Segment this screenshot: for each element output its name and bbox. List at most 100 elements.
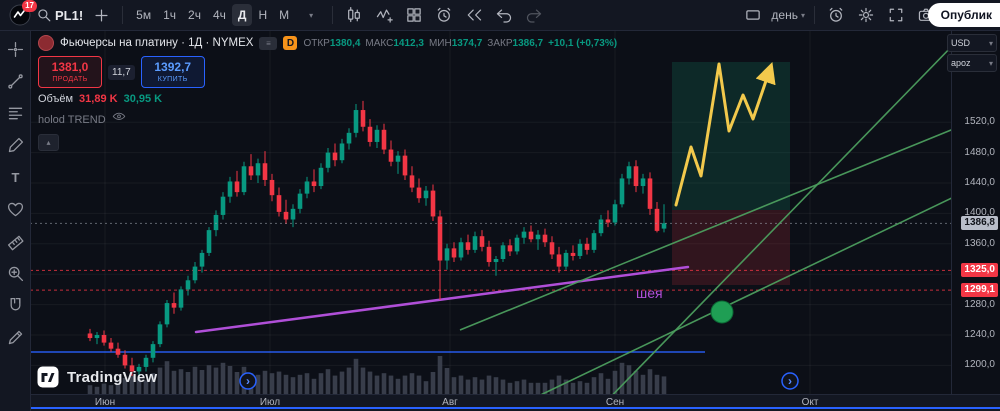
search-icon	[36, 7, 52, 23]
timeframe-Д[interactable]: Д	[231, 4, 253, 26]
time-label-Июн: Июн	[94, 397, 116, 408]
chevron-down-icon[interactable]: ▾	[309, 10, 314, 20]
candle	[150, 341, 156, 363]
candle	[129, 357, 135, 377]
candle	[402, 149, 408, 180]
publish-button[interactable]: Опублик	[927, 3, 1000, 27]
timeframe-2ч[interactable]: 2ч	[188, 8, 201, 22]
alert-clock-icon[interactable]	[430, 3, 458, 27]
measure-tool[interactable]	[3, 229, 27, 253]
top-toolbar: 17 PL1! 5м 1ч 2ч 4ч Д Н М ▾ день ▾ Опублик	[0, 0, 1000, 31]
candle	[381, 123, 387, 155]
price-chart[interactable]: шея › ›	[30, 30, 952, 395]
indicator-name[interactable]: holod TREND	[38, 113, 106, 126]
time-label-Авг: Авг	[442, 397, 458, 408]
svg-text:›: ›	[788, 374, 792, 388]
jump-marker[interactable]: ›	[781, 372, 799, 390]
indicators-icon[interactable]	[370, 3, 398, 27]
alarm-clock-icon[interactable]	[822, 3, 850, 27]
compare-add-button[interactable]	[87, 3, 115, 27]
volume-bars	[87, 356, 667, 394]
neckline-label: шея	[636, 285, 663, 301]
instrument-title[interactable]: Фьючерсы на платину · 1Д · NYMEX	[60, 37, 254, 49]
grid-layout-icon[interactable]	[400, 3, 428, 27]
candle	[584, 237, 590, 255]
green-trendline[interactable]	[596, 42, 952, 395]
sell-label: ПРОДАТЬ	[52, 76, 88, 83]
candles-icon[interactable]	[340, 3, 368, 27]
candle	[430, 184, 436, 221]
candle	[514, 234, 520, 255]
green-dot-marker[interactable]	[710, 300, 734, 324]
timeframe-М[interactable]: М	[279, 8, 290, 22]
bar-replay-icon[interactable]	[460, 3, 488, 27]
crosshair-tool[interactable]	[3, 37, 27, 61]
undo-icon[interactable]	[490, 3, 518, 27]
candle	[626, 161, 632, 185]
list-tag-icon: ≡	[259, 36, 278, 50]
notification-badge: 17	[22, 0, 37, 12]
gear-icon[interactable]	[852, 3, 880, 27]
zoom-in-tool[interactable]	[3, 261, 27, 285]
indicator-row: holod TREND	[38, 110, 617, 129]
price-axis[interactable]: USD ▾ apoz ▾ 1520,0 1480,0 1440,0 1400,0 1360,0 1…	[947, 30, 1000, 395]
timeframe-Н[interactable]: Н	[258, 8, 268, 22]
candle	[640, 173, 646, 194]
neckline-trendline[interactable]	[194, 265, 690, 334]
unit-selector-apoz[interactable]: apoz ▾	[947, 54, 997, 72]
heart-emoji-tool[interactable]	[3, 197, 27, 221]
candle	[178, 286, 184, 311]
timeframe-1ч[interactable]: 1ч	[163, 8, 177, 22]
sell-button[interactable]: 1381,0 ПРОДАТЬ	[38, 56, 102, 88]
toolbar-divider	[122, 6, 124, 24]
candle	[528, 225, 534, 243]
eye-icon[interactable]	[112, 110, 126, 129]
candle	[283, 199, 289, 225]
candle	[535, 230, 541, 250]
tradingview-logo-menu[interactable]: 17	[8, 0, 37, 27]
bottom-blue-line[interactable]	[30, 407, 1000, 409]
candle	[444, 243, 450, 270]
time-axis[interactable]: Июн Июл Авг Сен Окт	[30, 394, 1000, 411]
plus-icon	[93, 7, 110, 24]
brush-tool[interactable]	[3, 133, 27, 157]
price-label: 1520,0	[964, 116, 995, 128]
price-label: 1200,0	[964, 359, 995, 371]
delayed-data-badge: D	[283, 36, 298, 50]
candle	[437, 210, 443, 301]
price-label: 1360,0	[964, 237, 995, 249]
symbol-search-button[interactable]: PL1!	[34, 3, 85, 27]
timeframe-4ч[interactable]: 4ч	[212, 8, 226, 22]
pencil-edit-tool[interactable]	[3, 325, 27, 349]
fib-retracement-tool[interactable]	[3, 101, 27, 125]
forecast-arrow[interactable]	[674, 62, 776, 207]
grid-layer	[30, 30, 952, 395]
candle	[262, 151, 268, 187]
candle	[654, 202, 660, 233]
fullscreen-icon[interactable]	[882, 3, 910, 27]
green-trendline[interactable]	[459, 128, 952, 331]
time-label-Июл: Июл	[259, 397, 281, 408]
candle	[325, 148, 331, 173]
trend-line-tool[interactable]	[3, 69, 27, 93]
green-trendline[interactable]	[505, 196, 952, 395]
unit-selector-USD[interactable]: USD ▾	[947, 34, 997, 52]
collapse-button[interactable]: ▴	[38, 134, 59, 151]
text-tool[interactable]: T	[3, 165, 27, 189]
buy-button[interactable]: 1392,7 КУПИТЬ	[140, 56, 205, 88]
candle	[493, 255, 499, 276]
redo-icon[interactable]	[520, 3, 548, 27]
candle	[409, 166, 415, 193]
ohlc-value: 1412,3	[393, 37, 424, 49]
candle	[220, 192, 226, 220]
layout-rect-icon[interactable]	[739, 3, 767, 27]
alert-price-badge: 1299,1	[961, 283, 998, 298]
candle	[171, 292, 177, 314]
range-selector[interactable]: день ▾	[769, 3, 807, 27]
bullish-projection-box[interactable]	[672, 62, 790, 210]
timeframe-5м[interactable]: 5м	[136, 8, 152, 22]
candle	[353, 103, 359, 138]
jump-marker[interactable]: ›	[239, 372, 257, 390]
magnet-tool[interactable]	[3, 293, 27, 317]
candle	[164, 300, 170, 328]
